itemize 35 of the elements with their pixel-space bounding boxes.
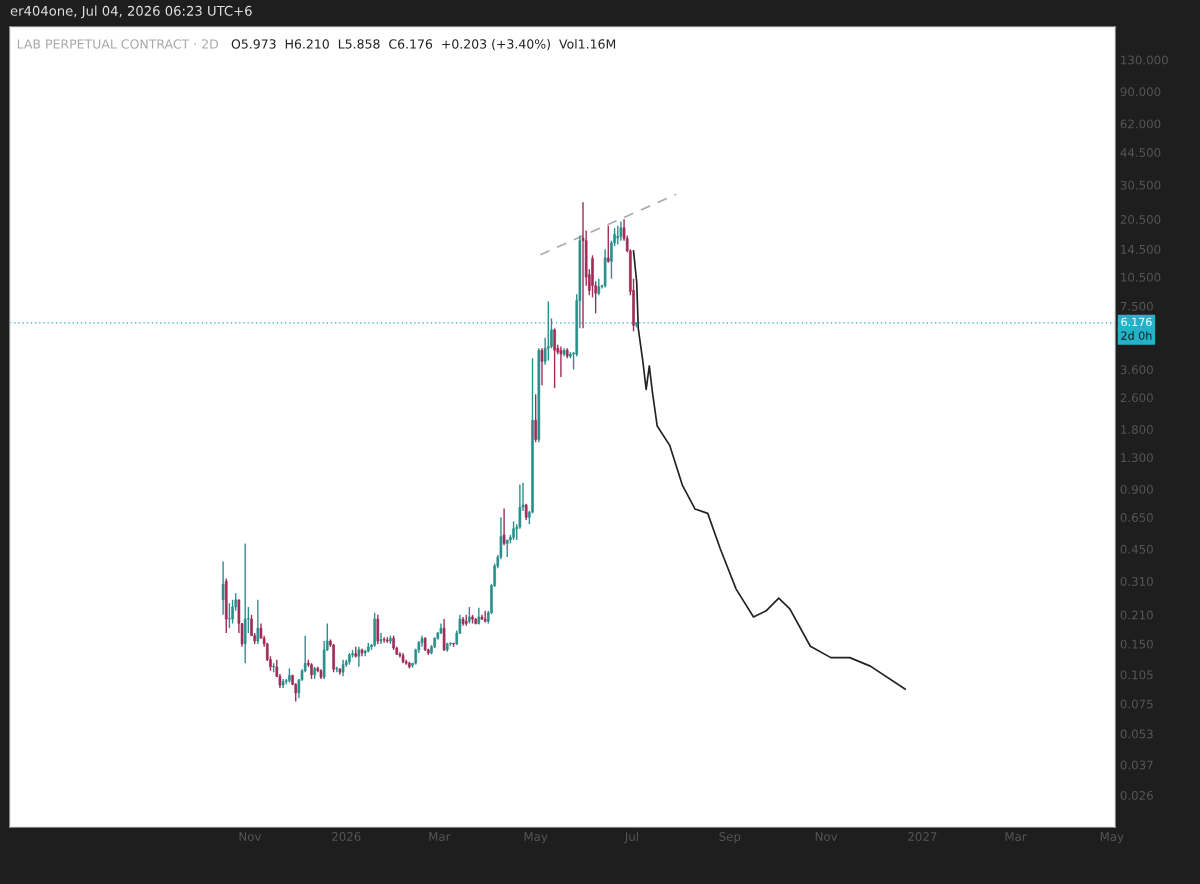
- candlestick: [373, 612, 376, 648]
- candlestick: [512, 520, 515, 541]
- candlestick: [367, 642, 370, 654]
- text: LAB PERPETUAL CONTRACT · 2D: [17, 39, 218, 49]
- candlestick: [332, 643, 335, 673]
- candlestick: [606, 225, 610, 264]
- candlestick: [408, 661, 411, 670]
- candlestick: [616, 225, 620, 246]
- candlestick: [553, 327, 556, 389]
- candlestick: [310, 662, 313, 680]
- candlestick: [272, 662, 275, 673]
- candlestick: [468, 606, 471, 625]
- candlestick: [392, 634, 395, 651]
- candlestick: [531, 357, 534, 515]
- text: O5.973 H6.210 L5.858 C6.176 +0.203 (+3.40%) Vol1.16M: [231, 39, 616, 51]
- candlestick: [502, 507, 506, 546]
- text: 2d 0h: [1121, 331, 1152, 340]
- line-series: [632, 250, 906, 690]
- candlestick: [540, 347, 544, 386]
- text: er404one, Jul 04, 2026 06:23 UTC+6: [10, 5, 252, 19]
- candlestick: [348, 652, 351, 666]
- candlestick: [228, 602, 231, 629]
- candlestick: [534, 393, 537, 443]
- candlestick: [313, 666, 316, 680]
- candlestick: [288, 667, 291, 684]
- candlestick: [398, 651, 402, 659]
- candlestick: [546, 300, 550, 362]
- candlestick: [376, 614, 380, 645]
- candlestick: [389, 634, 392, 645]
- candlestick: [449, 641, 452, 647]
- candlestick: [471, 614, 474, 625]
- ref-line-label: 6.176: [1121, 317, 1152, 327]
- candlestick: [452, 642, 455, 648]
- candlestick: [619, 220, 623, 242]
- candlestick: [221, 560, 225, 616]
